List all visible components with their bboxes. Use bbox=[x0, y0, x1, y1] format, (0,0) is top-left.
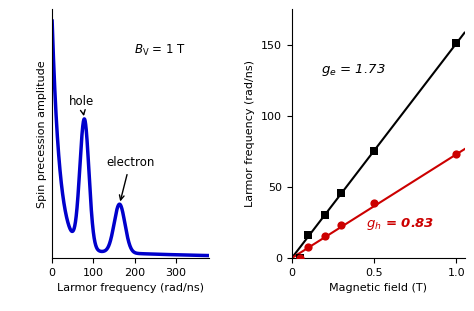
Point bbox=[370, 148, 378, 153]
Point bbox=[453, 41, 460, 46]
Point bbox=[304, 233, 312, 238]
Point bbox=[321, 234, 328, 239]
X-axis label: Magnetic field (T): Magnetic field (T) bbox=[329, 283, 427, 293]
Point bbox=[296, 256, 304, 261]
Y-axis label: Spin precession amplitude: Spin precession amplitude bbox=[36, 60, 46, 207]
Point bbox=[453, 152, 460, 157]
Point bbox=[370, 200, 378, 205]
X-axis label: Larmor frequency (rad/ns): Larmor frequency (rad/ns) bbox=[57, 283, 204, 293]
Point bbox=[296, 256, 304, 261]
Y-axis label: Larmor frequency (rad/ns): Larmor frequency (rad/ns) bbox=[246, 60, 255, 207]
Point bbox=[321, 212, 328, 217]
Point bbox=[337, 190, 345, 195]
Point bbox=[304, 244, 312, 249]
Text: $B_\mathregular{V}$ = 1 T: $B_\mathregular{V}$ = 1 T bbox=[134, 43, 186, 58]
Point bbox=[337, 222, 345, 227]
Text: $g_h$ = 0.83: $g_h$ = 0.83 bbox=[366, 216, 434, 232]
Text: hole: hole bbox=[69, 95, 94, 115]
Text: $g_e$ = 1.73: $g_e$ = 1.73 bbox=[321, 62, 386, 78]
Text: electron: electron bbox=[106, 156, 154, 200]
